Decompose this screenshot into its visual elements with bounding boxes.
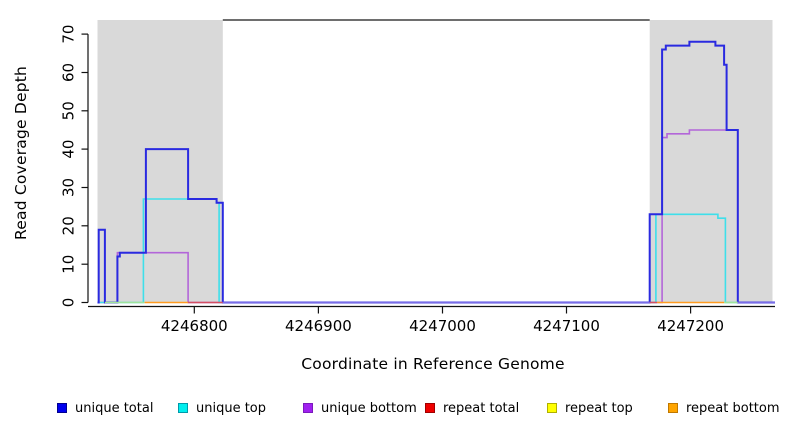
y-tick-label: 20 [60,216,78,235]
y-tick-label: 10 [60,255,78,274]
x-tick-label: 4247100 [533,317,600,335]
x-tick-label: 4247000 [409,317,476,335]
y-axis-title: Read Coverage Depth [12,65,30,240]
x-tick-label: 4246900 [285,317,352,335]
shaded-region [97,20,223,303]
y-tick-label: 60 [60,63,78,82]
x-axis-title: Coordinate in Reference Genome [301,355,565,373]
y-tick-label: 50 [60,101,78,120]
y-tick-label: 0 [60,298,78,308]
y-tick-label: 30 [60,178,78,197]
x-tick-label: 4247200 [657,317,724,335]
y-tick-label: 70 [60,25,78,44]
y-tick-label: 40 [60,140,78,159]
x-tick-label: 4246800 [161,317,228,335]
shaded-region [649,20,773,303]
